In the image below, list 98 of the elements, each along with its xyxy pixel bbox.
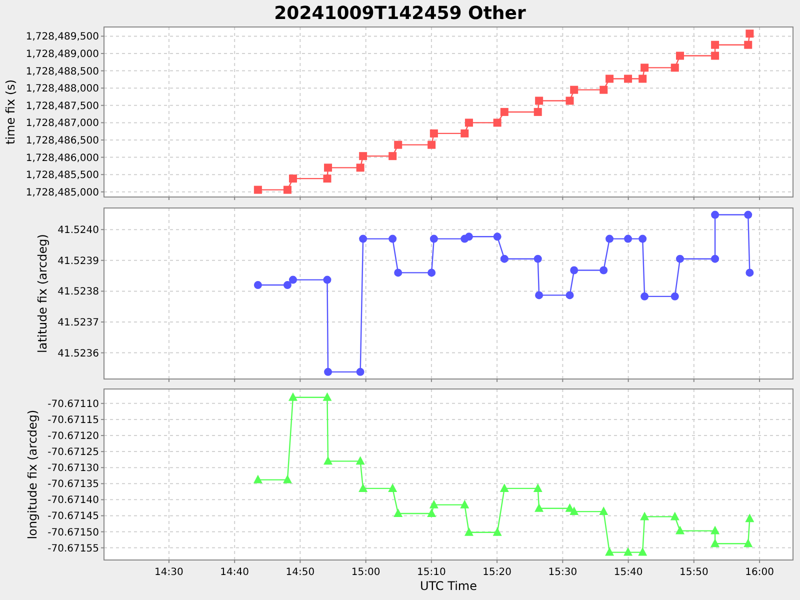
point	[534, 503, 544, 512]
point	[670, 512, 680, 520]
point	[356, 456, 365, 465]
x-tick-label: 15:00	[351, 567, 380, 578]
point	[460, 500, 470, 508]
y-tick-label: 1,728,487,000	[26, 118, 99, 130]
y-tick-label: 1,728,488,000	[26, 84, 99, 95]
y-tick-label: -70.67145	[48, 511, 99, 522]
point	[710, 526, 720, 534]
point	[428, 268, 436, 277]
point	[533, 483, 542, 492]
y-tick-label: 41.5237	[58, 318, 99, 328]
point	[394, 508, 403, 517]
y-tick-label: 41.5239	[58, 256, 99, 267]
point	[288, 392, 298, 401]
point	[566, 291, 574, 300]
point	[670, 292, 679, 300]
point	[606, 234, 614, 243]
point	[570, 266, 578, 274]
x-tick-label: 16:00	[745, 567, 774, 578]
point	[388, 234, 397, 243]
y-axis-title: longitude fix (arcdeg)	[25, 410, 40, 540]
y-tick-label: -70.67140	[48, 495, 99, 506]
point	[493, 232, 502, 241]
point	[492, 527, 502, 536]
point	[282, 474, 292, 484]
point	[430, 234, 438, 243]
point	[676, 526, 685, 534]
y-axis-title: latitude fix (arcdeg)	[35, 234, 50, 353]
x-tick-label: 15:20	[482, 567, 512, 578]
point	[500, 254, 508, 263]
point	[711, 210, 720, 219]
y-tick-label: -70.67130	[48, 463, 99, 474]
point	[599, 506, 608, 516]
x-tick-label: 14:30	[154, 567, 184, 578]
y-tick-label: -70.67125	[48, 447, 99, 458]
point	[638, 234, 647, 243]
point	[638, 547, 648, 556]
x-tick-label: 15:10	[417, 567, 446, 578]
point	[624, 547, 633, 556]
point	[254, 281, 262, 290]
y-tick-label: 1,728,488,500	[26, 66, 99, 78]
point	[464, 527, 474, 536]
point	[605, 547, 614, 556]
point	[640, 292, 649, 300]
point	[288, 276, 297, 284]
point	[324, 368, 332, 376]
point	[283, 281, 292, 290]
point	[710, 538, 720, 548]
point	[711, 254, 720, 263]
y-tick-label: 1,728,486,500	[26, 135, 99, 146]
point	[324, 456, 333, 465]
point	[394, 268, 402, 277]
y-tick-label: 1,728,485,500	[26, 170, 99, 182]
y-tick-label: 1,728,489,500	[26, 32, 99, 43]
y-tick-label: -70.67115	[48, 414, 99, 426]
point	[388, 483, 398, 492]
x-tick-label: 15:40	[614, 567, 643, 578]
point	[600, 266, 608, 274]
x-tick-label: 14:40	[220, 567, 250, 578]
point	[464, 232, 473, 241]
y-tick-label: -70.67110	[48, 398, 99, 410]
x-axis-title: UTC Time	[420, 579, 477, 593]
point	[570, 506, 579, 516]
y-axis-title: time fix (s)	[3, 79, 18, 145]
point	[640, 512, 650, 520]
y-tick-label: -70.67135	[48, 479, 99, 490]
point	[358, 483, 368, 492]
point	[356, 368, 364, 376]
point	[427, 508, 436, 517]
point	[676, 254, 684, 263]
y-tick-label: 1,728,485,000	[26, 187, 99, 198]
y-tick-label: -70.67150	[48, 527, 99, 538]
y-tick-label: 1,728,489,000	[26, 49, 99, 60]
y-tick-label: 41.5238	[58, 286, 99, 298]
point	[744, 210, 752, 219]
chart-title: 20241009T142459 Other	[274, 3, 526, 24]
point	[359, 234, 368, 243]
y-tick-label: 1,728,487,500	[26, 100, 99, 112]
point	[534, 254, 542, 263]
y-tick-label: -70.67155	[48, 543, 99, 554]
point	[746, 268, 754, 277]
point	[253, 474, 262, 484]
x-tick-label: 15:30	[548, 567, 578, 578]
point	[535, 291, 544, 300]
x-tick-label: 15:50	[679, 567, 708, 578]
y-tick-label: -70.67120	[48, 431, 99, 442]
point	[323, 276, 332, 284]
point	[745, 514, 754, 522]
y-tick-label: 41.5236	[58, 348, 99, 360]
x-tick-label: 14:50	[286, 567, 315, 578]
point	[500, 483, 509, 492]
y-tick-label: 41.5240	[58, 225, 99, 236]
y-tick-label: 1,728,486,000	[26, 152, 99, 164]
point	[624, 234, 632, 243]
point	[744, 538, 753, 548]
point	[322, 392, 332, 401]
point	[429, 500, 438, 508]
